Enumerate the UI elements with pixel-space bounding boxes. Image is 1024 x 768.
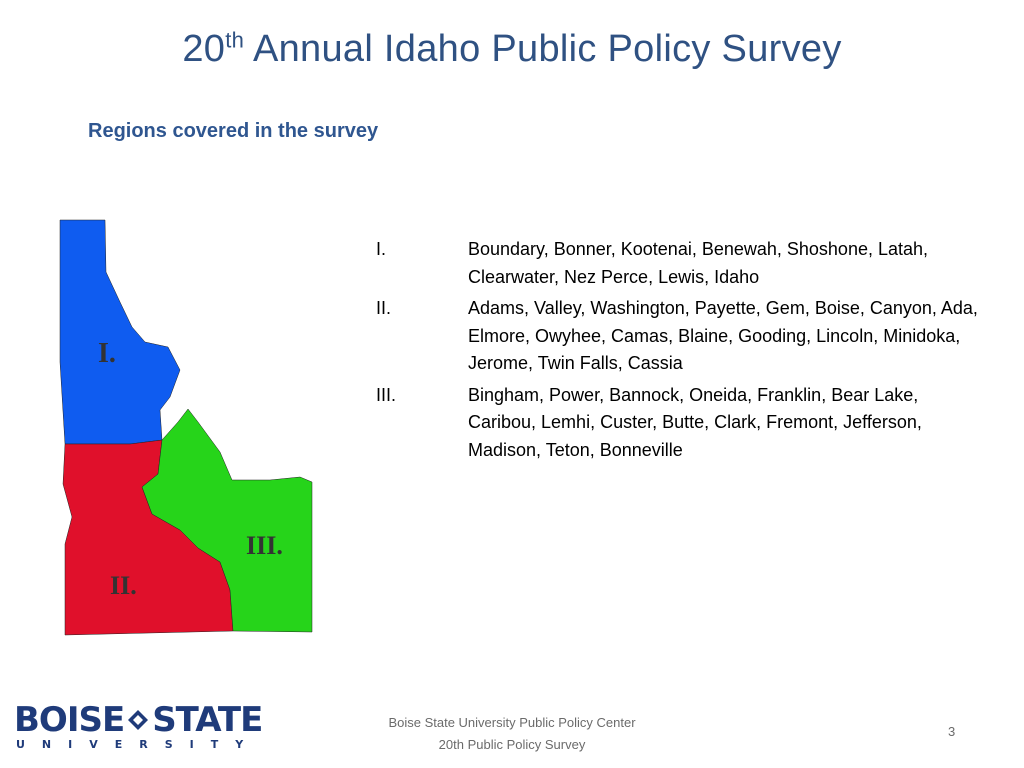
list-item: III. Bingham, Power, Bannock, Oneida, Fr… — [376, 382, 1006, 465]
map-label-region-2: II. — [110, 571, 137, 600]
title-superscript: th — [225, 27, 245, 53]
map-label-region-1: I. — [98, 338, 116, 369]
region-counties: Adams, Valley, Washington, Payette, Gem,… — [468, 298, 978, 373]
map-region-1 — [59, 219, 181, 445]
region-numeral: I. — [376, 239, 387, 259]
slide-subtitle: Regions covered in the survey — [88, 120, 379, 142]
region-counties: Bingham, Power, Bannock, Oneida, Frankli… — [468, 384, 922, 460]
slide-title: 20th Annual Idaho Public Policy Survey — [0, 28, 1024, 71]
footer-line-2: 20th Public Policy Survey — [438, 737, 586, 752]
page-number: 3 — [948, 724, 956, 739]
idaho-regions-map: I. II. III. — [59, 219, 313, 636]
university-logo: BOISE STATE UNIVERSITY — [14, 700, 263, 756]
logo-word-university: UNIVERSITY — [16, 738, 261, 751]
footer-line-1: Boise State University Public Policy Cen… — [388, 715, 636, 730]
title-rest: Annual Idaho Public Policy Survey — [244, 28, 842, 70]
logo-word-state: STATE — [152, 700, 263, 740]
region-numeral: II. — [376, 298, 392, 318]
map-region-3 — [141, 408, 313, 633]
map-label-region-3: III. — [246, 531, 283, 560]
footer: Boise State University Public Policy Cen… — [300, 712, 724, 756]
region-counties: Boundary, Bonner, Kootenai, Benewah, Sho… — [468, 239, 929, 287]
list-item: I. Boundary, Bonner, Kootenai, Benewah, … — [376, 236, 1006, 291]
title-main: 20 — [182, 28, 226, 70]
list-item: II. Adams, Valley, Washington, Payette, … — [376, 295, 1006, 378]
diamond-logo-icon — [128, 710, 149, 730]
region-numeral: III. — [376, 384, 397, 405]
logo-word-boise: BOISE — [14, 700, 125, 740]
regions-list: I. Boundary, Bonner, Kootenai, Benewah, … — [376, 236, 1006, 468]
